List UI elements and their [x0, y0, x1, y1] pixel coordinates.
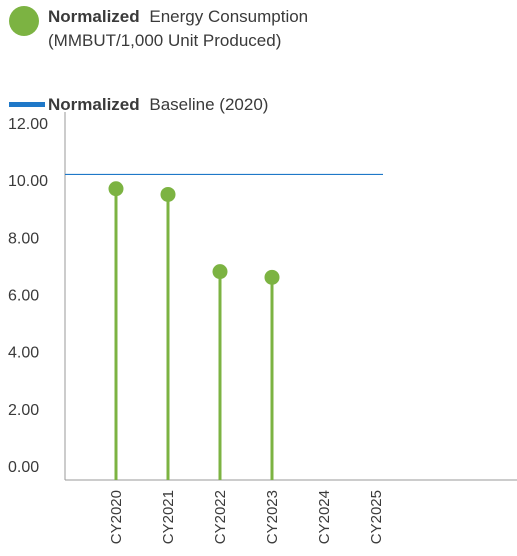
- y-tick-label: 12.00: [8, 116, 48, 133]
- x-tick-label: CY2022: [212, 490, 229, 544]
- point-cy2023: [264, 269, 280, 285]
- y-tick-label: 8.00: [8, 230, 39, 247]
- x-tick-label: CY2023: [264, 490, 281, 544]
- x-tick-label: CY2020: [108, 490, 125, 544]
- x-tick-label: CY2025: [368, 490, 385, 544]
- lollipop-stems: [114, 188, 274, 480]
- x-tick-labels: CY2020 CY2021 CY2022 CY2023 CY2024 CY2025: [108, 490, 385, 544]
- legend-baseline-marker: [9, 102, 45, 107]
- y-tick-label: 6.00: [8, 288, 39, 305]
- y-tick-label: 10.00: [8, 173, 48, 190]
- lollipop-dots: [108, 181, 280, 285]
- y-tick-label: 0.00: [8, 459, 39, 476]
- point-cy2022: [212, 264, 228, 280]
- legend-series-unit: (MMBUT/1,000 Unit Produced): [48, 31, 281, 50]
- legend-series-marker: [9, 6, 39, 36]
- legend-series-label: Normalized Energy Consumption: [48, 7, 308, 26]
- point-cy2021: [160, 186, 176, 202]
- legend-series-bold: Normalized: [48, 7, 140, 26]
- y-tick-label: 4.00: [8, 345, 39, 362]
- y-tick-label: 2.00: [8, 402, 39, 419]
- x-tick-label: CY2021: [160, 490, 177, 544]
- legend-baseline-label: Normalized Baseline (2020): [48, 95, 268, 114]
- legend-baseline-bold: Normalized: [48, 95, 140, 114]
- legend-baseline-rest: Baseline (2020): [149, 95, 268, 114]
- legend: Normalized Energy Consumption (MMBUT/1,0…: [9, 6, 308, 114]
- point-cy2020: [108, 181, 124, 197]
- legend-series-rest: Energy Consumption: [149, 7, 308, 26]
- y-tick-labels: 0.00 2.00 4.00 6.00 8.00 10.00 12.00: [8, 116, 48, 476]
- x-tick-label: CY2024: [316, 490, 333, 544]
